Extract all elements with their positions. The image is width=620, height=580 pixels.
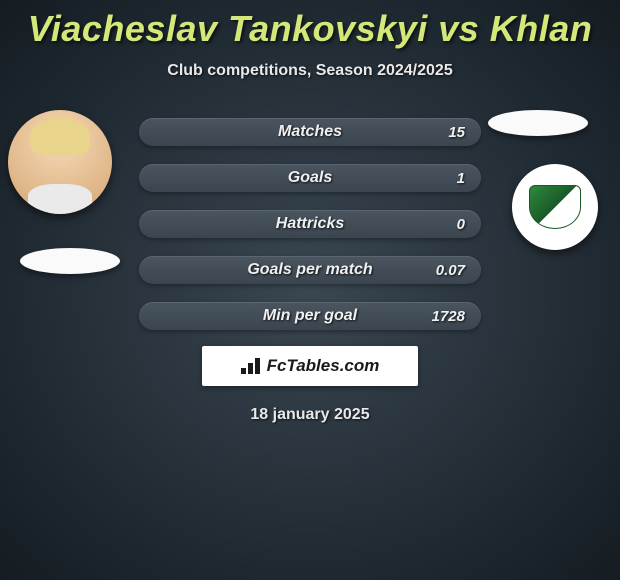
brand-text: FcTables.com: [267, 356, 380, 376]
stat-label: Min per goal: [263, 307, 357, 325]
stat-row-matches: Matches 15: [139, 118, 481, 146]
stat-label: Goals per match: [247, 261, 372, 279]
stat-value: 15: [448, 124, 465, 141]
subtitle: Club competitions, Season 2024/2025: [0, 62, 620, 80]
player-right-club-logo: [512, 164, 598, 250]
stat-value: 1728: [432, 308, 465, 325]
stat-row-hattricks: Hattricks 0: [139, 210, 481, 238]
stat-label: Goals: [288, 169, 332, 187]
stats-area: Matches 15 Goals 1 Hattricks 0 Goals per…: [0, 118, 620, 338]
stat-bars: Matches 15 Goals 1 Hattricks 0 Goals per…: [139, 118, 481, 330]
bar-chart-icon: [241, 358, 261, 374]
date-text: 18 january 2025: [0, 406, 620, 424]
player-left-flag: [20, 248, 120, 274]
stat-row-goals-per-match: Goals per match 0.07: [139, 256, 481, 284]
player-left-photo: [8, 110, 112, 214]
stat-value: 0.07: [436, 262, 465, 279]
stat-label: Hattricks: [276, 215, 344, 233]
page-title: Viacheslav Tankovskyi vs Khlan: [0, 8, 620, 50]
stat-row-min-per-goal: Min per goal 1728: [139, 302, 481, 330]
stat-label: Matches: [278, 123, 342, 141]
player-right-flag: [488, 110, 588, 136]
brand-badge: FcTables.com: [202, 346, 418, 386]
stat-value: 0: [457, 216, 465, 233]
stat-value: 1: [457, 170, 465, 187]
stat-row-goals: Goals 1: [139, 164, 481, 192]
club-crest-icon: [529, 185, 581, 229]
comparison-card: Viacheslav Tankovskyi vs Khlan Club comp…: [0, 0, 620, 424]
